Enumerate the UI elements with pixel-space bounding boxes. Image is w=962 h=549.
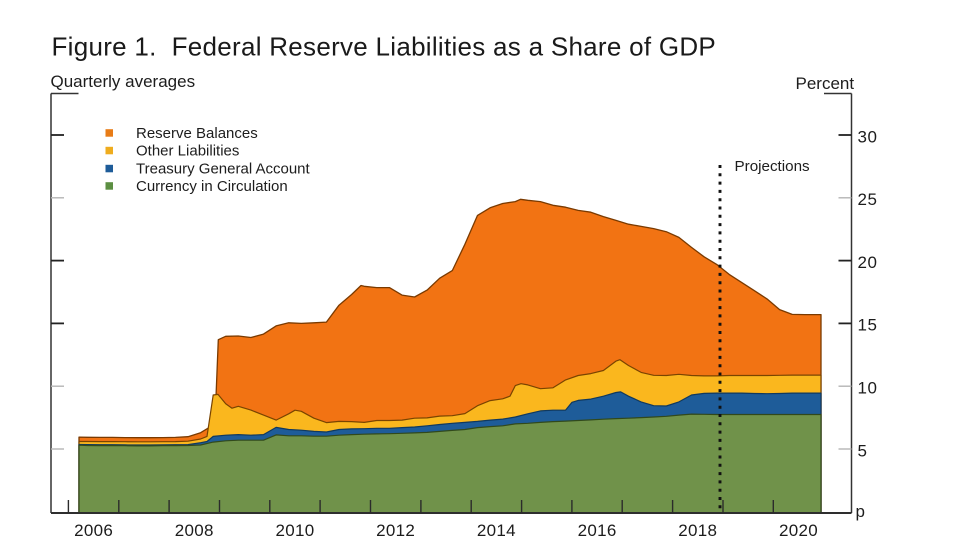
svg-text:10: 10: [858, 379, 878, 398]
svg-text:2006: 2006: [74, 521, 113, 540]
svg-text:p: p: [856, 502, 865, 521]
svg-text:2014: 2014: [477, 521, 516, 540]
svg-text:Percent: Percent: [796, 74, 855, 93]
svg-text:25: 25: [858, 190, 878, 209]
svg-text:20: 20: [858, 253, 878, 272]
svg-text:2016: 2016: [578, 521, 617, 540]
svg-text:2018: 2018: [678, 521, 717, 540]
svg-text:2020: 2020: [779, 521, 818, 540]
svg-text:Projections: Projections: [735, 158, 811, 175]
svg-text:15: 15: [858, 316, 878, 335]
svg-text:Currency in Circulation: Currency in Circulation: [136, 178, 288, 195]
svg-text:Reserve Balances: Reserve Balances: [136, 125, 258, 142]
svg-text:Other Liabilities: Other Liabilities: [136, 143, 239, 160]
svg-text:Treasury General Account: Treasury General Account: [136, 161, 311, 178]
svg-text:5: 5: [858, 441, 868, 460]
svg-text:2012: 2012: [376, 521, 415, 540]
svg-text:Figure 1. Federal Reserve Lia: Figure 1. Federal Reserve Liabilities as…: [52, 32, 717, 62]
svg-text:2008: 2008: [175, 521, 214, 540]
svg-text:2010: 2010: [275, 521, 314, 540]
svg-text:30: 30: [858, 127, 878, 146]
svg-text:Quarterly averages: Quarterly averages: [51, 72, 196, 91]
